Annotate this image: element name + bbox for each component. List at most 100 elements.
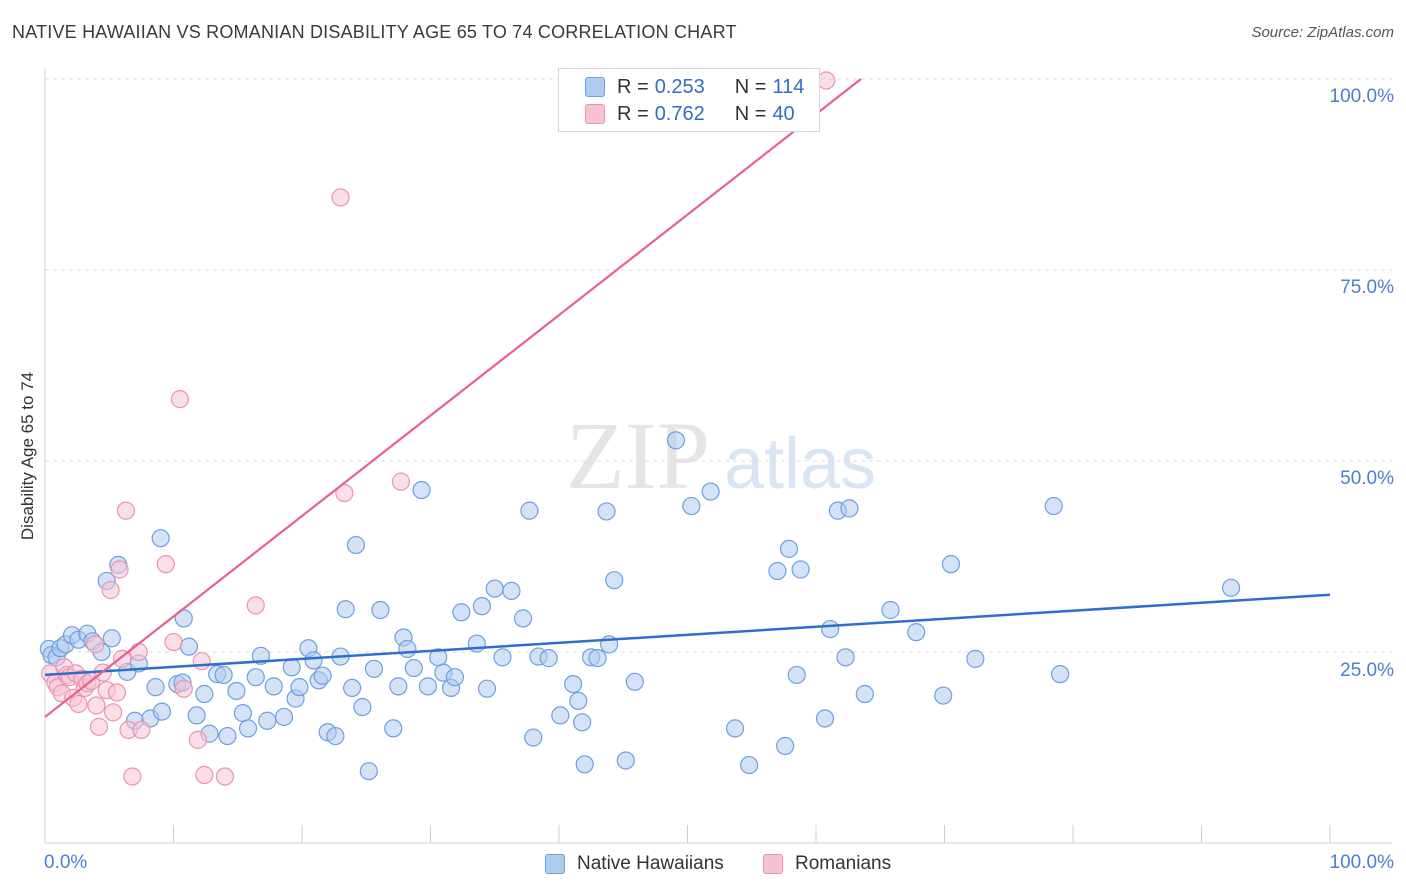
native-hawaiians-point-92[interactable]: [701, 482, 720, 501]
native-hawaiians-point-19[interactable]: [151, 529, 170, 548]
romanians-point-34[interactable]: [192, 652, 211, 671]
native-hawaiians-point-69[interactable]: [477, 679, 497, 698]
native-hawaiians-point-88[interactable]: [616, 751, 635, 770]
native-hawaiians-point-32[interactable]: [238, 719, 258, 738]
romanians-point-26[interactable]: [123, 767, 142, 786]
native-hawaiians-point-96[interactable]: [776, 736, 795, 756]
romanians-point-9[interactable]: [69, 694, 88, 714]
native-hawaiians-point-82[interactable]: [575, 755, 594, 774]
native-hawaiians-point-111[interactable]: [1044, 496, 1063, 516]
romanians-point-24[interactable]: [116, 501, 136, 520]
native-hawaiians-point-25[interactable]: [195, 684, 214, 704]
native-hawaiians-point-91[interactable]: [682, 496, 701, 516]
native-hawaiians-point-30[interactable]: [227, 681, 246, 701]
romanians-point-41[interactable]: [817, 71, 836, 90]
native-hawaiians-point-84[interactable]: [588, 649, 607, 668]
romanians-point-39[interactable]: [335, 483, 354, 503]
romanians-point-35[interactable]: [195, 765, 214, 785]
native-hawaiians-point-98[interactable]: [787, 665, 806, 685]
native-hawaiians-point-18[interactable]: [152, 702, 172, 721]
native-hawaiians-point-79[interactable]: [564, 674, 583, 694]
native-hawaiians-point-74[interactable]: [520, 501, 539, 520]
native-hawaiians-point-73[interactable]: [513, 609, 533, 628]
native-hawaiians-point-42[interactable]: [304, 651, 323, 670]
native-hawaiians-point-28[interactable]: [214, 665, 233, 685]
native-hawaiians-point-87[interactable]: [605, 571, 624, 590]
native-hawaiians-point-75[interactable]: [524, 728, 543, 747]
native-hawaiians-point-58[interactable]: [398, 639, 417, 659]
romanians-point-38[interactable]: [331, 188, 350, 207]
native-hawaiians-point-93[interactable]: [725, 719, 745, 738]
native-hawaiians-point-17[interactable]: [146, 678, 165, 697]
native-hawaiians-point-81[interactable]: [573, 713, 592, 732]
native-hawaiians-point-60[interactable]: [412, 480, 431, 500]
romanians-point-33[interactable]: [188, 730, 208, 749]
native-hawaiians-point-109[interactable]: [941, 555, 961, 574]
native-hawaiians-point-108[interactable]: [934, 686, 953, 705]
native-hawaiians-point-112[interactable]: [1051, 665, 1070, 684]
native-hawaiians-point-52[interactable]: [359, 762, 378, 781]
native-hawaiians-point-94[interactable]: [740, 755, 759, 775]
native-hawaiians-point-78[interactable]: [551, 706, 570, 725]
romanians-point-27[interactable]: [129, 642, 148, 662]
native-hawaiians-point-85[interactable]: [597, 502, 616, 521]
native-hawaiians-point-36[interactable]: [264, 677, 283, 696]
native-hawaiians-point-95[interactable]: [768, 561, 787, 581]
romanians-point-20[interactable]: [104, 703, 123, 722]
native-hawaiians-point-38[interactable]: [282, 658, 301, 677]
romanians-point-19[interactable]: [101, 581, 120, 600]
native-hawaiians-point-23[interactable]: [179, 637, 199, 656]
romanians-point-32[interactable]: [174, 679, 193, 698]
native-hawaiians-point-59[interactable]: [404, 658, 423, 678]
native-hawaiians-point-44[interactable]: [313, 666, 332, 685]
native-hawaiians-point-37[interactable]: [274, 707, 294, 727]
native-hawaiians-point-104[interactable]: [840, 499, 859, 518]
native-hawaiians-point-53[interactable]: [364, 659, 384, 678]
native-hawaiians-point-50[interactable]: [346, 535, 366, 555]
native-hawaiians-point-29[interactable]: [218, 726, 237, 746]
romanians-point-23[interactable]: [110, 560, 129, 579]
native-hawaiians-point-101[interactable]: [821, 619, 840, 639]
native-hawaiians-point-99[interactable]: [791, 560, 810, 579]
native-hawaiians-point-65[interactable]: [445, 668, 465, 687]
native-hawaiians-point-68[interactable]: [472, 597, 491, 616]
native-hawaiians-point-97[interactable]: [779, 539, 799, 558]
native-hawaiians-point-24[interactable]: [187, 706, 206, 725]
native-hawaiians-point-46[interactable]: [326, 726, 345, 746]
native-hawaiians-point-33[interactable]: [246, 668, 265, 687]
native-hawaiians-point-48[interactable]: [336, 600, 355, 619]
native-hawaiians-point-107[interactable]: [907, 623, 926, 642]
native-hawaiians-point-103[interactable]: [836, 648, 855, 667]
romanians-point-30[interactable]: [164, 632, 183, 652]
romanians-point-16[interactable]: [89, 717, 109, 736]
romanians-point-40[interactable]: [391, 472, 411, 491]
native-hawaiians-point-72[interactable]: [502, 581, 521, 600]
native-hawaiians-point-54[interactable]: [371, 600, 390, 620]
romanians-point-28[interactable]: [132, 720, 151, 740]
native-hawaiians-point-10[interactable]: [102, 629, 121, 648]
romanians-point-29[interactable]: [156, 555, 175, 574]
native-hawaiians-point-66[interactable]: [452, 603, 471, 622]
native-hawaiians-point-61[interactable]: [418, 677, 438, 696]
native-hawaiians-point-100[interactable]: [815, 709, 835, 728]
native-hawaiians-point-40[interactable]: [290, 678, 309, 697]
native-hawaiians-point-110[interactable]: [966, 649, 985, 668]
native-hawaiians-point-49[interactable]: [343, 678, 362, 698]
romanians-point-21[interactable]: [107, 683, 127, 702]
native-hawaiians-point-89[interactable]: [625, 672, 644, 691]
romanians-point-31[interactable]: [170, 390, 190, 409]
native-hawaiians-point-90[interactable]: [666, 431, 686, 450]
romanians-point-15[interactable]: [87, 696, 106, 715]
native-hawaiians-point-56[interactable]: [389, 677, 408, 696]
native-hawaiians-point-70[interactable]: [485, 579, 504, 598]
native-hawaiians-point-31[interactable]: [233, 704, 252, 723]
romanians-point-37[interactable]: [246, 596, 265, 615]
native-hawaiians-point-106[interactable]: [881, 600, 900, 620]
romanians-point-36[interactable]: [215, 767, 234, 786]
romanians-point-14[interactable]: [86, 635, 105, 654]
native-hawaiians-point-71[interactable]: [493, 648, 512, 667]
native-hawaiians-point-105[interactable]: [855, 684, 874, 704]
native-hawaiians-point-35[interactable]: [258, 711, 277, 730]
native-hawaiians-point-22[interactable]: [174, 609, 193, 628]
native-hawaiians-point-77[interactable]: [539, 649, 558, 668]
